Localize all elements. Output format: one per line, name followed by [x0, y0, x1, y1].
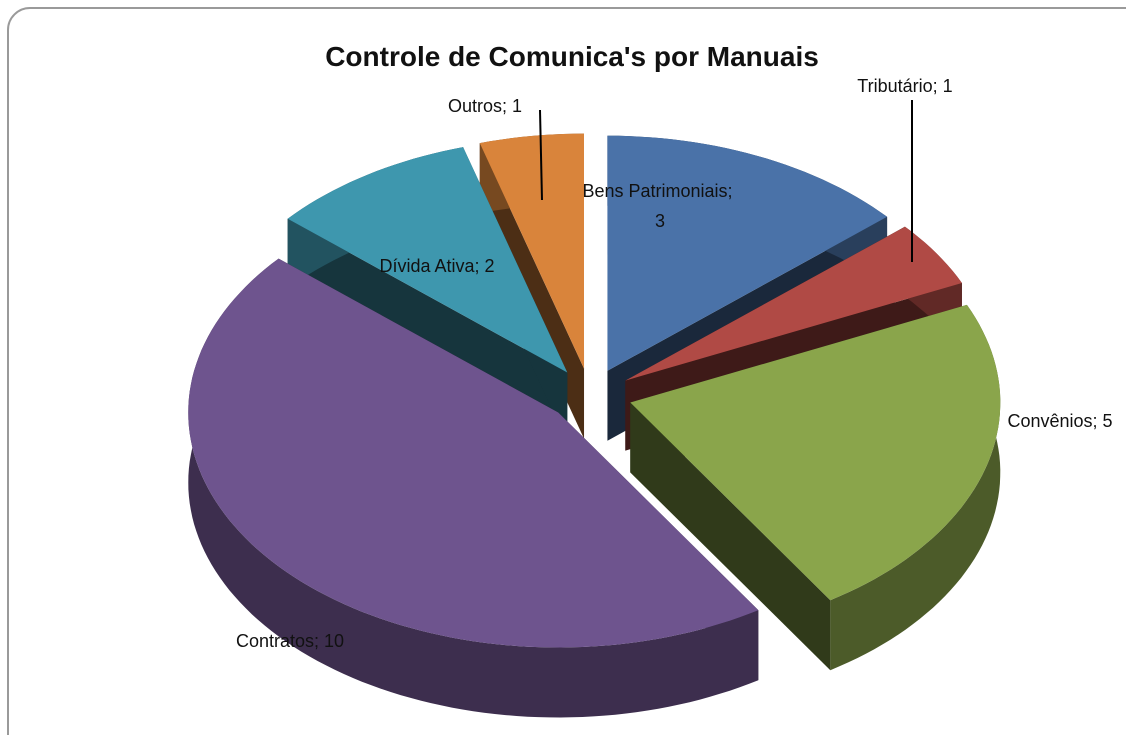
- slice: [625, 226, 962, 381]
- slice: [607, 135, 888, 371]
- data-label: Dívida Ativa; 2: [379, 256, 494, 276]
- data-label-name: Dívida Ativa: [379, 256, 475, 276]
- data-label-separator: ;: [314, 631, 324, 651]
- slice-side: [188, 258, 759, 718]
- chart-title: Controle de Comunica's por Manuais: [325, 41, 819, 72]
- data-label: Contratos; 10: [236, 631, 344, 651]
- data-label-value: 2: [485, 256, 495, 276]
- slice-cut-face: [630, 402, 831, 671]
- data-label: Bens Patrimoniais; 3: [582, 181, 737, 231]
- data-label-value: 3: [655, 211, 665, 231]
- data-label-name: Tributário: [857, 76, 932, 96]
- data-label: Tributário; 1: [857, 76, 952, 96]
- data-label-separator: ;: [728, 181, 738, 201]
- data-label-separator: ;: [475, 256, 485, 276]
- leader-line: [539, 109, 543, 201]
- slice: [287, 147, 568, 373]
- data-label-name: Contratos: [236, 631, 314, 651]
- data-label-name: Convênios: [1007, 411, 1092, 431]
- data-label-separator: ;: [502, 96, 512, 116]
- data-label: Convênios; 5: [1007, 411, 1112, 431]
- slice-side: [830, 304, 1001, 671]
- slice: [188, 258, 759, 648]
- data-label-separator: ;: [1093, 411, 1103, 431]
- data-label-value: 1: [512, 96, 522, 116]
- data-label-separator: ;: [933, 76, 943, 96]
- data-label-name: Bens Patrimoniais: [582, 181, 727, 201]
- slice: [188, 258, 759, 718]
- slice: [479, 133, 585, 369]
- data-label-value: 10: [324, 631, 344, 651]
- slice: [630, 304, 1001, 601]
- data-label-value: 5: [1103, 411, 1113, 431]
- data-label-name: Outros: [448, 96, 502, 116]
- slice: [630, 304, 1001, 671]
- data-label: Outros; 1: [448, 96, 522, 116]
- data-label-value: 1: [943, 76, 953, 96]
